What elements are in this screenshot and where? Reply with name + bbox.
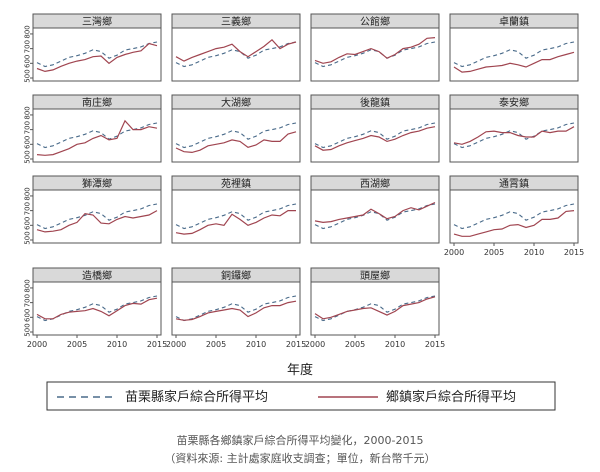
county-average-line (36, 122, 158, 149)
y-tick-label: 500 (24, 231, 32, 244)
panel-title: 銅鑼鄉 (221, 269, 251, 282)
panel-title-strip (32, 13, 162, 29)
y-tick-label: 700 (24, 294, 32, 307)
y-tick-label: 600 (24, 309, 32, 322)
township-line (453, 51, 575, 73)
y-tick-label: 700 (24, 202, 32, 215)
y-tick-label: 800 (24, 25, 32, 38)
township-line (175, 210, 296, 235)
x-tick-label: 2015 (286, 340, 306, 349)
legend-box (46, 381, 556, 411)
panel-title-strip (32, 175, 162, 191)
x-tick-label: 2005 (484, 248, 504, 257)
panel-title: 頭屋鄉 (360, 269, 390, 282)
panel-title: 南庄鄉 (82, 96, 112, 109)
township-line (314, 296, 436, 320)
y-tick-label: 700 (24, 121, 32, 134)
county-average-line (36, 41, 158, 68)
township-line (36, 119, 158, 156)
panel-title-strip (449, 94, 579, 110)
county-average-line (453, 122, 575, 149)
panel-title: 三義鄉 (221, 15, 251, 28)
township-line (314, 126, 436, 151)
county-average-line (175, 295, 297, 322)
y-tick-label: 800 (24, 106, 32, 119)
township-line (175, 300, 297, 321)
legend-township-label: 鄉鎮家戶綜合所得平均 (386, 389, 516, 405)
y-tick-label: 500 (24, 150, 32, 163)
panel-title: 公館鄉 (360, 15, 390, 28)
x-tick-label: 2005 (67, 340, 87, 349)
county-average-line (175, 122, 297, 149)
township-line (36, 42, 158, 73)
x-tick-label: 2010 (107, 340, 127, 349)
x-tick-label: 2000 (27, 340, 47, 349)
county-average-line (314, 122, 436, 149)
panel-title-strip (171, 94, 301, 110)
y-tick-label: 800 (24, 187, 32, 200)
y-tick-label: 700 (24, 40, 32, 53)
panel-title-strip (32, 267, 162, 283)
x-tick-label: 2010 (246, 340, 266, 349)
county-average-line (314, 295, 436, 322)
x-tick-label: 2015 (147, 340, 167, 349)
county-average-line (453, 203, 575, 230)
county-average-line (175, 203, 297, 230)
panel-title-strip (32, 94, 162, 110)
x-axis-title: 年度 (287, 362, 313, 378)
x-tick-label: 2010 (385, 340, 405, 349)
x-tick-label: 2005 (206, 340, 226, 349)
x-tick-label: 2000 (166, 340, 186, 349)
township-line (175, 38, 297, 62)
y-tick-label: 500 (24, 323, 32, 336)
x-tick-label: 2015 (564, 248, 584, 257)
township-line (314, 201, 436, 224)
county-average-line (175, 41, 297, 68)
panel-title-strip (310, 175, 440, 191)
county-average-line (314, 203, 436, 230)
panel-title: 三灣鄉 (82, 15, 112, 28)
township-line (314, 37, 436, 64)
panel-title: 西湖鄉 (360, 177, 390, 190)
x-tick-label: 2000 (305, 340, 325, 349)
y-tick-label: 600 (24, 136, 32, 149)
y-tick-label: 800 (24, 279, 32, 292)
township-line (175, 131, 297, 154)
county-average-line (36, 203, 158, 230)
legend-county-label: 苗栗縣家戶綜合所得平均 (125, 389, 268, 405)
panel-title-strip (449, 175, 579, 191)
township-line (36, 210, 158, 233)
panel-title: 卓蘭鎮 (499, 15, 529, 28)
x-tick-label: 2005 (345, 340, 365, 349)
county-average-line (453, 41, 575, 68)
panel-title-strip (310, 13, 440, 29)
panel-title: 造橋鄉 (82, 269, 112, 282)
y-tick-label: 600 (24, 55, 32, 68)
panel-title: 獅潭鄉 (82, 177, 112, 190)
panel-title-strip (310, 267, 440, 283)
panel-title-strip (171, 267, 301, 283)
x-tick-label: 2010 (524, 248, 544, 257)
panel-title-strip (171, 13, 301, 29)
panel-title: 泰安鄉 (499, 96, 529, 109)
x-tick-label: 2015 (425, 340, 445, 349)
y-tick-label: 500 (24, 69, 32, 82)
panel-title: 大湖鄉 (221, 96, 251, 109)
township-line (453, 126, 575, 145)
chart-source-note: （資料來源: 主計處家庭收支調查；單位，新台幣千元） (164, 452, 436, 465)
panel-title-strip (310, 94, 440, 110)
panel-title: 苑裡鎮 (221, 177, 251, 190)
panel-title-strip (171, 175, 301, 191)
panel-title-strip (449, 13, 579, 29)
panel-title: 後龍鎮 (360, 96, 390, 109)
township-line (453, 210, 575, 237)
x-tick-label: 2000 (444, 248, 464, 257)
township-line (36, 297, 158, 320)
chart-caption: 苗栗縣各鄉鎮家戶綜合所得平均變化，2000-2015 (176, 434, 424, 447)
panel-title: 通霄鎮 (499, 177, 529, 190)
y-tick-label: 600 (24, 217, 32, 230)
